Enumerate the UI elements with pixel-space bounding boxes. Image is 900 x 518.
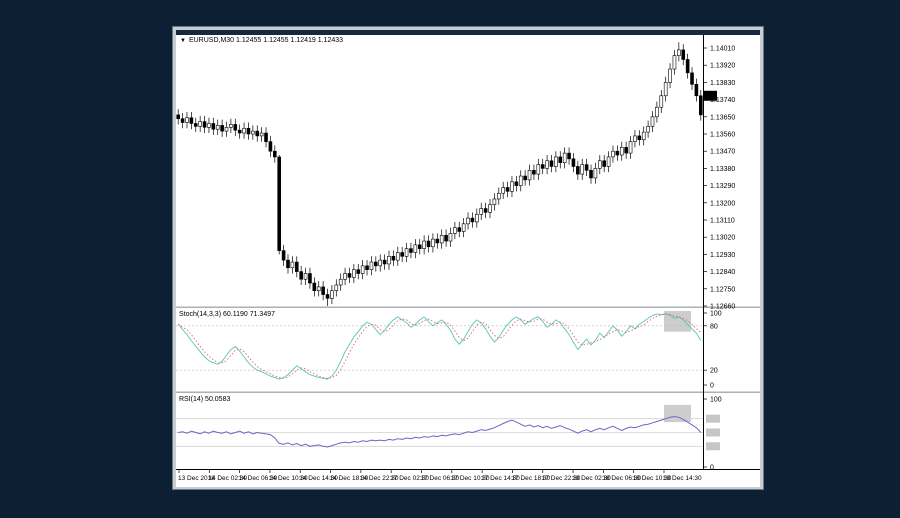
stochastic-panel[interactable]	[176, 311, 703, 380]
stoch-highlight-box	[664, 311, 691, 332]
svg-text:80: 80	[710, 323, 718, 330]
svg-text:18 Dec 06:30: 18 Dec 06:30	[602, 475, 641, 482]
svg-text:17 Dec 10:30: 17 Dec 10:30	[451, 475, 490, 482]
chart-background	[176, 35, 760, 482]
panel-separator[interactable]	[176, 306, 760, 308]
rsi-axis: 100 0	[704, 397, 722, 472]
svg-text:1.13830: 1.13830	[710, 80, 735, 87]
svg-text:18 Dec 02:30: 18 Dec 02:30	[572, 475, 611, 482]
rsi-highlight-box	[664, 404, 691, 423]
chart-content: 1.14010 1.13920 1.13830 1.13740 1.13650 1.135…	[176, 35, 760, 487]
svg-text:18 Dec 10:30: 18 Dec 10:30	[633, 475, 672, 482]
ohlc-text: EURUSD,M30 1.12455 1.12455 1.12419 1.124…	[188, 37, 344, 44]
svg-text:1.13650: 1.13650	[710, 114, 735, 121]
candlestick-panel[interactable]	[176, 42, 703, 306]
svg-text:18 Dec 14:30: 18 Dec 14:30	[663, 475, 702, 482]
svg-text:1.14010: 1.14010	[710, 46, 735, 53]
window-titlebar[interactable]	[176, 30, 760, 35]
stoch-indicator-label: Stoch(14,3,3) 60.1190 71.3497	[179, 311, 276, 318]
stoch-axis: 100 80 20 0	[704, 311, 722, 390]
svg-text:1.13290: 1.13290	[710, 183, 735, 190]
svg-text:17 Dec 18:30: 17 Dec 18:30	[511, 475, 550, 482]
svg-text:1.12750: 1.12750	[710, 286, 735, 293]
svg-text:17 Dec 14:30: 17 Dec 14:30	[481, 475, 520, 482]
svg-text:20: 20	[710, 368, 718, 375]
svg-text:0: 0	[710, 465, 714, 472]
svg-text:1.13920: 1.13920	[710, 63, 735, 70]
symbol-dropdown-icon[interactable]: ▼	[180, 38, 186, 44]
svg-text:14 Dec 22:30: 14 Dec 22:30	[360, 475, 399, 482]
svg-text:1.13110: 1.13110	[710, 218, 735, 225]
svg-text:14 Dec 02:30: 14 Dec 02:30	[208, 475, 247, 482]
svg-text:1.13470: 1.13470	[710, 149, 735, 156]
svg-text:1.13200: 1.13200	[710, 200, 735, 207]
panel-separator[interactable]	[176, 391, 760, 393]
rsi-line	[178, 416, 702, 448]
rsi-level-label-box	[706, 442, 720, 451]
rsi-level-label-box	[706, 428, 720, 437]
svg-text:17 Dec 06:30: 17 Dec 06:30	[421, 475, 460, 482]
svg-text:1.13020: 1.13020	[710, 235, 735, 242]
rsi-level-label-box	[706, 414, 720, 423]
symbol-ohlc-label: ▼ EURUSD,M30 1.12455 1.12455 1.12419 1.12…	[180, 37, 343, 44]
rsi-indicator-label: RSI(14) 50.0583	[179, 396, 231, 403]
svg-text:100: 100	[710, 311, 722, 318]
svg-text:14 Dec 18:30: 14 Dec 18:30	[330, 475, 369, 482]
svg-text:1.13380: 1.13380	[710, 166, 735, 173]
svg-text:17 Dec 22:30: 17 Dec 22:30	[542, 475, 581, 482]
stoch-main-line	[177, 313, 702, 380]
svg-text:1.12840: 1.12840	[710, 269, 735, 276]
current-price-marker	[704, 90, 717, 101]
svg-text:14 Dec 06:30: 14 Dec 06:30	[239, 475, 278, 482]
rsi-panel[interactable]	[176, 404, 703, 448]
svg-text:1.13740: 1.13740	[710, 97, 735, 104]
svg-text:17 Dec 02:30: 17 Dec 02:30	[390, 475, 429, 482]
chart-canvas[interactable]: 1.14010 1.13920 1.13830 1.13740 1.13650 1.135…	[176, 35, 760, 482]
svg-text:100: 100	[710, 397, 722, 404]
price-axis: 1.14010 1.13920 1.13830 1.13740 1.13650 1.135…	[704, 46, 735, 311]
svg-text:1.12930: 1.12930	[710, 252, 735, 259]
chart-window: 1.14010 1.13920 1.13830 1.13740 1.13650 1.135…	[172, 26, 764, 490]
svg-text:1.12660: 1.12660	[710, 304, 735, 311]
svg-text:0: 0	[710, 383, 714, 390]
svg-text:14 Dec 14:30: 14 Dec 14:30	[299, 475, 338, 482]
svg-text:1.13560: 1.13560	[710, 132, 735, 139]
svg-text:14 Dec 10:30: 14 Dec 10:30	[269, 475, 308, 482]
svg-text:13 Dec 2018: 13 Dec 2018	[178, 475, 215, 482]
